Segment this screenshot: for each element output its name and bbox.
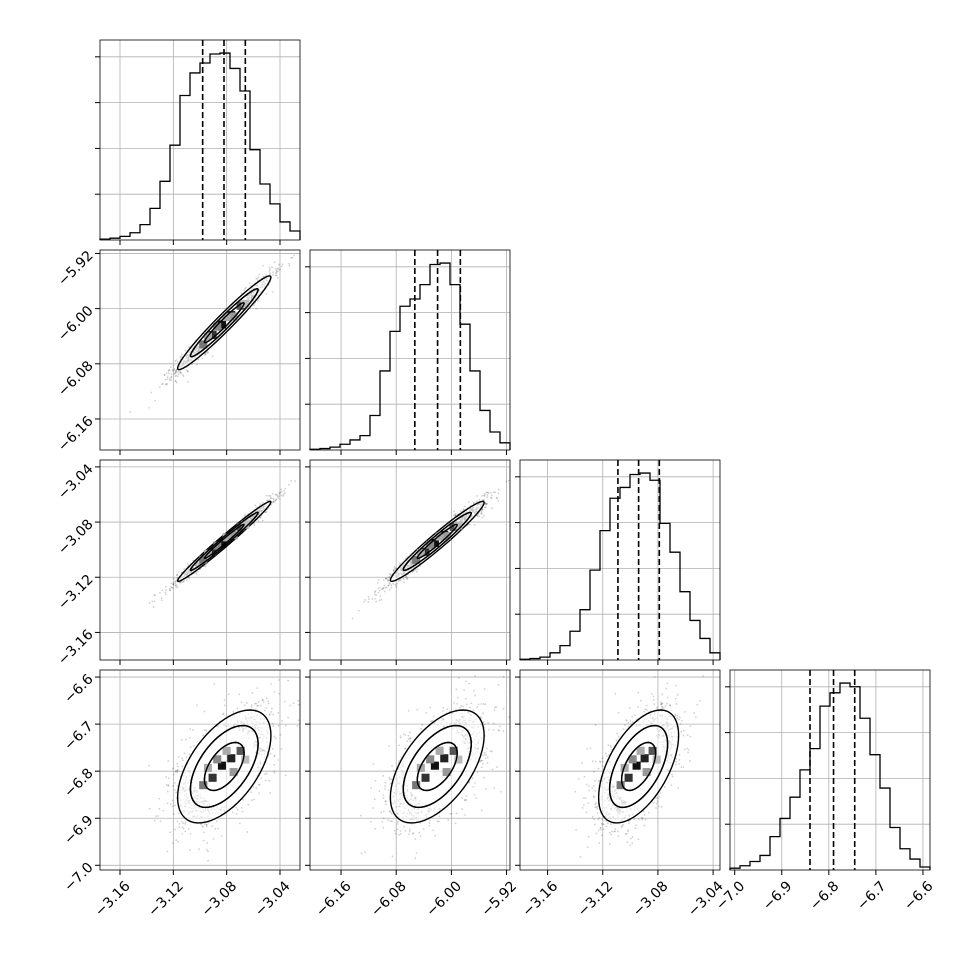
x-tick-label-2: −3.08 <box>630 878 672 920</box>
x-tick-label-0: −6.16 <box>313 878 355 920</box>
histogram-step-1 <box>309 262 511 450</box>
y-tick-label-2: −6.00 <box>55 303 97 345</box>
y-tick-label-0: −3.16 <box>55 627 97 669</box>
y-axis-row-1: −6.16 −6.08 −6.00 −5.92 <box>55 248 100 455</box>
panel-frame <box>729 669 931 871</box>
y-tick-label-3: −3.04 <box>55 461 97 503</box>
histogram-step-0 <box>99 52 301 240</box>
panel-frame <box>99 249 301 451</box>
panel-frame <box>99 669 301 871</box>
panel-frame <box>309 459 511 661</box>
histogram-step-3 <box>729 682 931 870</box>
x-tick-label-3: −5.92 <box>479 878 521 920</box>
scatter-panel-3-0 <box>99 669 301 871</box>
x-tick-label-1: −6.9 <box>760 878 795 913</box>
x-tick-label-1: −6.08 <box>368 878 410 920</box>
scatter-points <box>359 675 510 860</box>
panel-frame <box>99 459 301 661</box>
x-axis-col-0: −3.16 −3.12 −3.08 −3.04 <box>92 870 294 920</box>
histogram-panel-1 <box>305 249 511 451</box>
histogram-step-2 <box>519 472 721 660</box>
y-tick-label-1: −6.9 <box>61 813 96 848</box>
y-tick-label-4: −6.6 <box>61 671 96 706</box>
x-tick-label-0: −3.16 <box>520 878 562 920</box>
histogram-panel-2 <box>515 459 721 661</box>
x-tick-label-2: −3.08 <box>199 878 241 920</box>
y-axis-row-2: −3.16 −3.12 −3.08 −3.04 <box>55 461 100 668</box>
scatter-points <box>574 675 704 858</box>
panel-frame <box>519 459 721 661</box>
scatter-points <box>351 479 510 620</box>
panel-frame <box>99 39 301 241</box>
scatter-panel-2-0 <box>99 459 301 661</box>
x-tick-label-1: −3.12 <box>575 878 617 920</box>
x-tick-label-3: −6.7 <box>854 878 889 913</box>
histogram-panel-3 <box>725 669 931 871</box>
panel-background <box>310 250 510 450</box>
x-tick-label-1: −3.12 <box>145 878 187 920</box>
y-tick-label-2: −6.8 <box>61 766 96 801</box>
x-tick-label-0: −3.16 <box>92 878 134 920</box>
scatter-panel-3-2 <box>519 669 721 871</box>
y-tick-label-3: −6.7 <box>61 718 96 753</box>
x-tick-label-2: −6.00 <box>423 878 465 920</box>
y-tick-label-2: −3.08 <box>55 516 97 558</box>
y-tick-label-0: −7.0 <box>61 860 96 895</box>
panel-frame <box>309 249 511 451</box>
x-tick-label-2: −6.8 <box>807 878 842 913</box>
panel-frame <box>519 669 721 871</box>
scatter-points <box>148 679 300 862</box>
y-tick-label-1: −6.08 <box>55 358 97 400</box>
x-axis-col-1: −6.16 −6.08 −6.00 −5.92 <box>313 870 520 920</box>
scatter-panel-3-1 <box>309 669 511 871</box>
histogram-panel-0 <box>95 39 301 241</box>
x-tick-label-3: −3.04 <box>252 878 294 920</box>
x-axis-col-3: −7.0 −6.9 −6.8 −6.7 −6.6 <box>713 870 937 914</box>
scatter-panel-2-1 <box>309 459 511 661</box>
scatter-panel-1-0 <box>99 249 301 451</box>
x-axis-col-2: −3.16 −3.12 −3.08 −3.04 <box>520 870 727 920</box>
scatter-points <box>148 479 296 608</box>
scatter-points <box>129 254 296 413</box>
y-tick-label-1: −3.12 <box>55 572 97 614</box>
panel-frame <box>309 669 511 871</box>
y-tick-label-0: −6.16 <box>55 413 97 455</box>
y-tick-label-3: −5.92 <box>55 248 97 290</box>
y-axis-row-3: −7.0 −6.9 −6.8 −6.7 −6.6 <box>61 671 100 895</box>
x-tick-label-4: −6.6 <box>901 878 936 913</box>
